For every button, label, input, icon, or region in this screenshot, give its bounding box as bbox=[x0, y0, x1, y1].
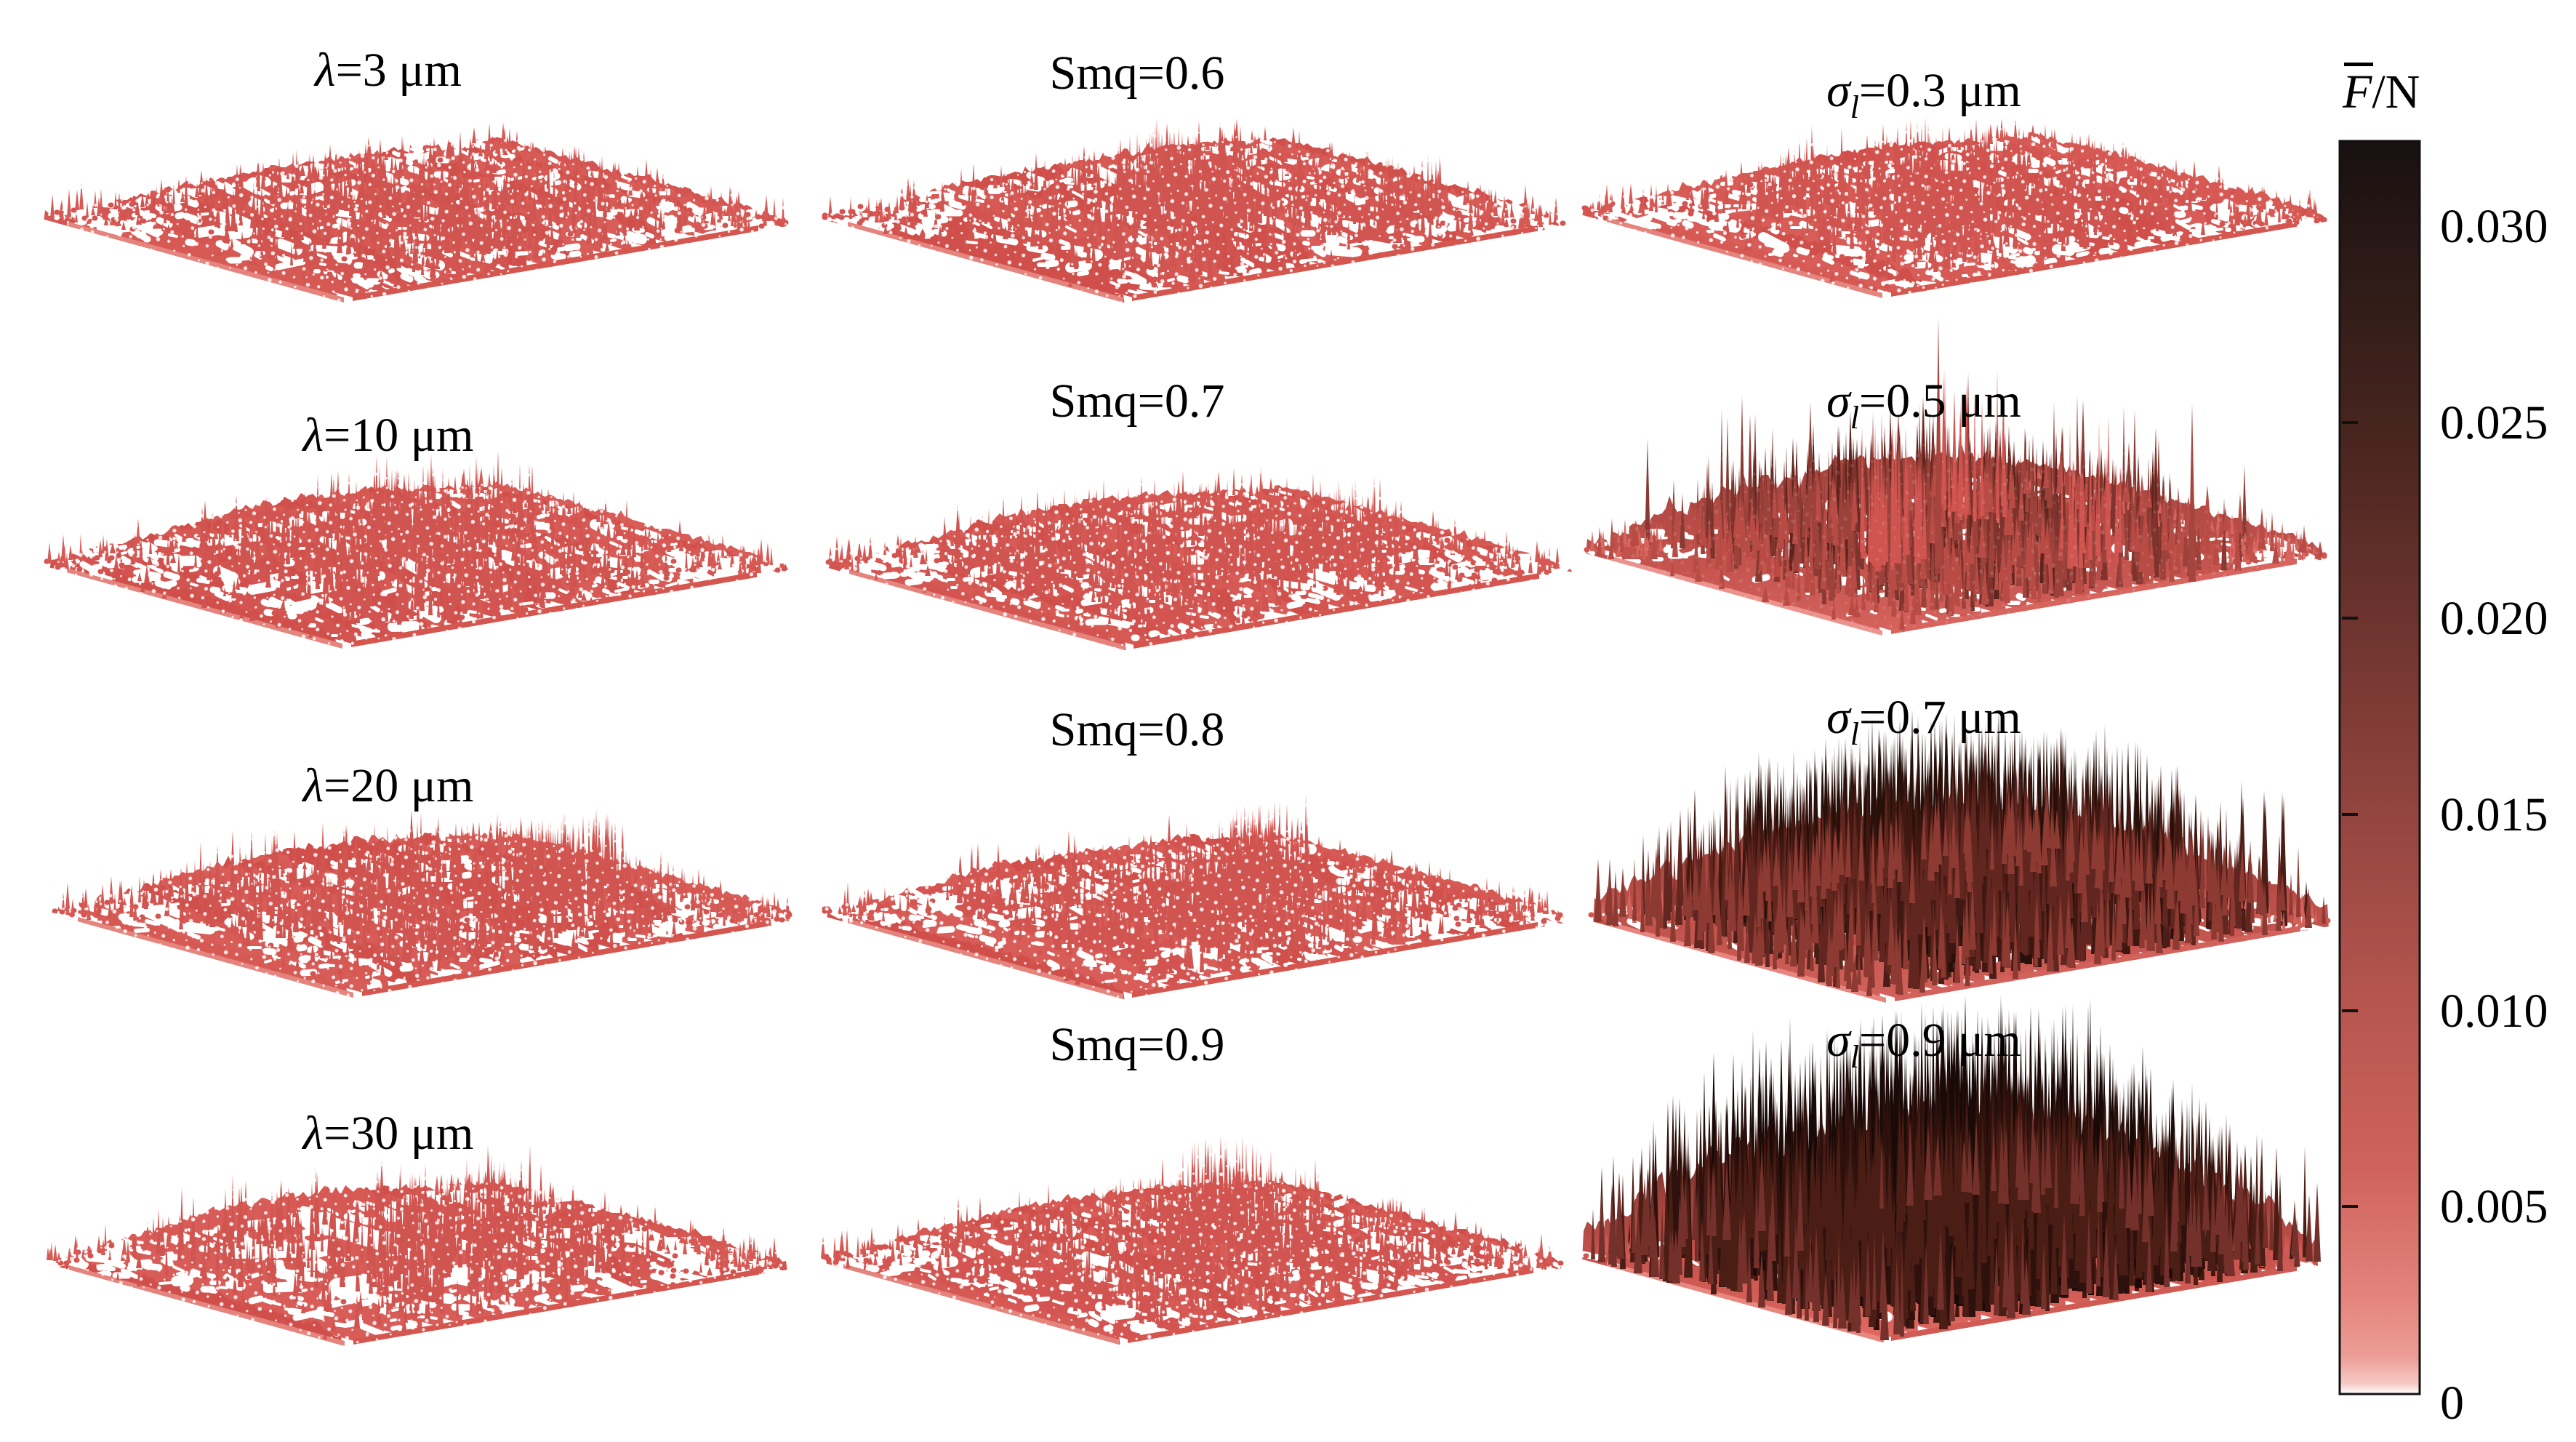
svg-text:λ=30 μm: λ=30 μm bbox=[301, 1107, 473, 1160]
svg-text:σl=0.7 μm: σl=0.7 μm bbox=[1826, 691, 2021, 752]
svg-text:λ=10 μm: λ=10 μm bbox=[301, 409, 473, 462]
svg-text:Smq=0.8: Smq=0.8 bbox=[1050, 703, 1225, 756]
svg-text:σl=0.9 μm: σl=0.9 μm bbox=[1826, 1014, 2021, 1075]
svg-text:0.005: 0.005 bbox=[2440, 1180, 2548, 1233]
svg-text:F/N: F/N bbox=[2342, 65, 2420, 119]
svg-text:σl=0.5 μm: σl=0.5 μm bbox=[1826, 374, 2021, 436]
svg-text:0.025: 0.025 bbox=[2440, 396, 2548, 449]
svg-text:0.030: 0.030 bbox=[2440, 200, 2548, 253]
svg-text:Smq=0.9: Smq=0.9 bbox=[1050, 1018, 1225, 1071]
svg-text:λ=20 μm: λ=20 μm bbox=[301, 759, 473, 812]
svg-text:σl=0.3 μm: σl=0.3 μm bbox=[1826, 64, 2021, 125]
svg-text:λ=3 μm: λ=3 μm bbox=[313, 44, 462, 97]
svg-text:0.015: 0.015 bbox=[2440, 788, 2548, 841]
svg-text:Smq=0.6: Smq=0.6 bbox=[1050, 47, 1225, 100]
svg-text:0.010: 0.010 bbox=[2440, 985, 2548, 1038]
svg-text:0: 0 bbox=[2440, 1377, 2464, 1430]
svg-text:Smq=0.7: Smq=0.7 bbox=[1050, 374, 1225, 428]
svg-text:0.020: 0.020 bbox=[2440, 592, 2548, 645]
